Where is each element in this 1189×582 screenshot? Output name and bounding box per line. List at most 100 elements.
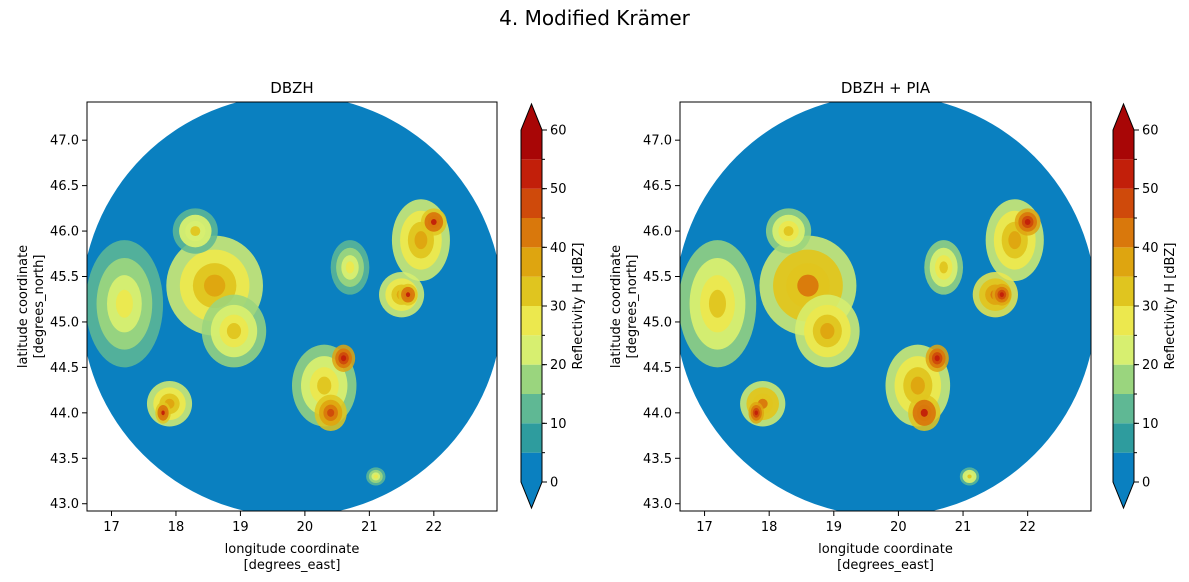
colorbar-tick-label-6: 50	[550, 182, 567, 197]
precip-cell-11-ring-4	[327, 408, 335, 417]
colorbar-band-3	[1113, 394, 1134, 424]
colorbar-band-2	[1113, 423, 1134, 453]
precip-cell-1-ring-4	[204, 274, 226, 297]
precip-cell-14-ring-4	[999, 292, 1004, 298]
precip-cell-14-ring-4	[405, 292, 411, 298]
x-axis-units: [degrees_east]	[244, 558, 341, 573]
x-tick-label-5: 21	[955, 520, 972, 535]
panel-title: DBZH	[270, 79, 313, 97]
y-tick-label-6: 45.5	[643, 270, 672, 285]
x-tick-label-4: 20	[297, 520, 314, 535]
precip-cell-3-ring-4	[226, 323, 242, 340]
y-tick-label-4: 44.5	[50, 361, 79, 376]
colorbar-tick-label-7: 60	[550, 124, 567, 139]
precip-cell-10-ring-4	[190, 226, 201, 237]
x-tick-label-1: 17	[696, 520, 713, 535]
colorbar-label: Reflectivity H [dBZ]	[1163, 243, 1178, 370]
colorbar-band-4	[1113, 364, 1134, 394]
colorbar-band-9	[521, 218, 542, 248]
colorbar-tick-label-5: 40	[1142, 241, 1159, 256]
radar-field	[680, 102, 1091, 511]
colorbar-tick-label-1: 0	[1142, 476, 1150, 491]
precip-cells	[680, 199, 1044, 486]
chart-panel-1: 17 18 19 20 21 22 43.0 43.5 44.0 44.5 45.0 45.5 46.0…	[16, 79, 586, 573]
colorbar-band-7	[1113, 276, 1134, 306]
colorbar-tick-label-3: 20	[550, 358, 567, 373]
colorbar-extend-under	[1113, 482, 1134, 508]
colorbar-band-1	[1113, 452, 1134, 482]
x-axis-units: [degrees_east]	[837, 558, 934, 573]
y-axis-units: [degrees_north]	[32, 255, 47, 359]
y-tick-label-8: 46.5	[643, 179, 672, 194]
colorbar-band-5	[521, 335, 542, 365]
y-axis-label: latitude coordinate	[609, 245, 624, 368]
y-tick-label-7: 46.0	[643, 225, 672, 240]
y-tick-label-5: 45.0	[50, 315, 79, 330]
x-tick-label-5: 21	[361, 520, 378, 535]
precip-cell-2-ring-4	[708, 289, 727, 318]
colorbar-band-10	[521, 188, 542, 218]
colorbar-tick-label-4: 30	[1142, 300, 1159, 315]
precip-cell-15-ring-4	[754, 410, 758, 416]
colorbar-band-3	[521, 394, 542, 424]
colorbar-band-4	[521, 364, 542, 394]
colorbar-band-11	[1113, 159, 1134, 189]
colorbar-band-8	[521, 247, 542, 277]
precip-cell-12-ring-4	[341, 355, 347, 362]
colorbar-tick-label-6: 50	[1142, 182, 1159, 197]
chart-panel-2: 17 18 19 20 21 22 43.0 43.5 44.0 44.5 45.0 45.5 46.0…	[609, 79, 1178, 573]
y-tick-label-3: 44.0	[50, 406, 79, 421]
precip-cell-13-ring-4	[430, 218, 437, 225]
precip-cell-7-ring-4	[345, 261, 355, 274]
colorbar-band-12	[1113, 130, 1134, 160]
colorbar-tick-label-2: 10	[550, 417, 567, 432]
precip-cell-2-ring-4	[115, 289, 133, 318]
x-axis-label: longitude coordinate	[818, 542, 953, 557]
y-tick-label-1: 43.0	[50, 497, 79, 512]
figure-title: 4. Modified Krämer	[499, 6, 690, 30]
colorbar-tick-label-5: 40	[550, 241, 567, 256]
x-tick-label-3: 19	[232, 520, 249, 535]
colorbar-band-11	[521, 159, 542, 189]
x-axis-label: longitude coordinate	[225, 542, 360, 557]
y-tick-label-2: 43.5	[50, 452, 79, 467]
colorbar-band-5	[1113, 335, 1134, 365]
colorbar-band-12	[521, 130, 542, 160]
panel-title: DBZH + PIA	[841, 79, 931, 97]
colorbar-band-10	[1113, 188, 1134, 218]
precip-cell-4-ring-4	[910, 376, 925, 395]
precip-cell-12-ring-4	[934, 355, 940, 362]
colorbar-band-8	[1113, 247, 1134, 277]
precip-cell-11-ring-4	[920, 408, 928, 417]
y-tick-label-9: 47.0	[643, 134, 672, 149]
x-tick-label-6: 22	[426, 520, 443, 535]
precip-cell-13-ring-4	[1024, 218, 1031, 225]
precip-cell-4-ring-4	[317, 376, 332, 395]
y-tick-label-4: 44.5	[643, 361, 672, 376]
colorbar-tick-label-1: 0	[550, 476, 558, 491]
colorbar-tick-label-7: 60	[1142, 124, 1159, 139]
y-tick-label-9: 47.0	[50, 134, 79, 149]
y-tick-label-7: 46.0	[50, 225, 79, 240]
plot-frame	[86, 101, 498, 512]
radar-field	[87, 102, 497, 511]
x-tick-label-2: 18	[168, 520, 185, 535]
colorbar-band-7	[521, 276, 542, 306]
x-tick-label-1: 17	[103, 520, 120, 535]
colorbar-band-2	[521, 423, 542, 453]
colorbar-extend-over	[521, 104, 542, 130]
y-tick-label-2: 43.5	[643, 452, 672, 467]
x-tick-label-3: 19	[826, 520, 843, 535]
precip-cell-3-ring-4	[820, 323, 835, 340]
y-axis-units: [degrees_north]	[625, 255, 640, 359]
colorbar-label: Reflectivity H [dBZ]	[571, 243, 586, 370]
colorbar-band-1	[521, 452, 542, 482]
colorbar-band-6	[1113, 306, 1134, 336]
precip-cell-9-ring-4	[967, 474, 972, 479]
colorbar-band-6	[521, 306, 542, 336]
precip-cell-10-ring-4	[783, 226, 794, 237]
x-tick-label-4: 20	[890, 520, 907, 535]
y-tick-label-5: 45.0	[643, 315, 672, 330]
precip-cell-5-ring-4	[414, 231, 428, 250]
